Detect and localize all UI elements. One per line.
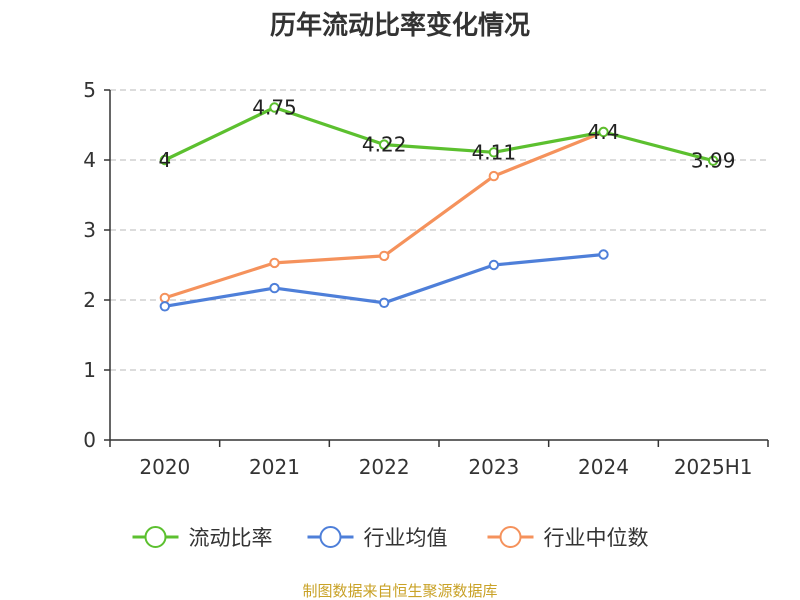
legend-swatch-marker <box>319 526 342 548</box>
data-point[interactable] <box>488 259 500 271</box>
legend-item[interactable]: 行业均值 <box>307 526 448 550</box>
x-tick-label: 2021 <box>249 455 300 479</box>
legend-label: 行业中位数 <box>544 526 649 550</box>
legend-item[interactable]: 行业中位数 <box>487 526 649 550</box>
data-point[interactable] <box>378 139 390 150</box>
y-tick-label: 0 <box>83 428 96 452</box>
legend[interactable]: 流动比率 行业均值 行业中位数 <box>132 526 649 550</box>
y-tick-label: 1 <box>83 358 96 382</box>
x-tick-label: 2024 <box>578 455 629 479</box>
data-point[interactable] <box>378 297 390 308</box>
legend-swatch-marker <box>499 526 522 548</box>
data-point[interactable] <box>159 301 171 312</box>
source-note: 制图数据来自恒生聚源数据库 <box>302 582 497 600</box>
data-label: 3.99 <box>691 149 736 173</box>
x-tick-label: 2022 <box>359 455 410 479</box>
chart-title: 历年流动比率变化情况 <box>270 10 530 41</box>
data-point[interactable] <box>707 155 719 166</box>
y-tick-label: 5 <box>83 78 96 102</box>
series-line <box>164 130 605 300</box>
data-point[interactable] <box>378 250 390 262</box>
x-tick-label: 2025H1 <box>674 455 753 479</box>
data-label: 4.75 <box>252 96 297 120</box>
data-point[interactable] <box>488 170 500 182</box>
data-label: 4.11 <box>472 140 517 164</box>
data-point[interactable] <box>159 292 171 304</box>
x-tick-label: 2023 <box>468 455 519 479</box>
data-point[interactable] <box>488 147 500 158</box>
series-line <box>164 105 714 163</box>
data-point[interactable] <box>269 102 280 113</box>
y-tick-label: 2 <box>83 288 96 312</box>
data-point[interactable] <box>598 126 609 138</box>
data-label: 4 <box>158 148 171 172</box>
data-point[interactable] <box>269 257 280 269</box>
grid-lines <box>110 89 768 371</box>
y-tick-label: 4 <box>83 148 96 172</box>
axes: 0 1 2 3 4 5 2020 2021 2022 2023 2024 2025H1 <box>83 78 769 479</box>
y-tick-label: 3 <box>83 218 96 242</box>
data-point[interactable] <box>598 249 609 260</box>
data-point[interactable] <box>159 154 171 166</box>
data-point[interactable] <box>269 282 280 294</box>
legend-item[interactable]: 流动比率 <box>132 526 273 550</box>
legend-label: 流动比率 <box>189 526 273 550</box>
data-labels: 4 4.75 4.22 4.11 4.4 3.99 <box>158 96 735 173</box>
legend-label: 行业均值 <box>364 526 448 550</box>
x-tick-label: 2020 <box>139 455 190 479</box>
data-label: 4.4 <box>588 120 620 144</box>
data-label: 4.22 <box>362 133 407 157</box>
series-group <box>159 102 719 312</box>
legend-swatch-marker <box>144 526 167 548</box>
